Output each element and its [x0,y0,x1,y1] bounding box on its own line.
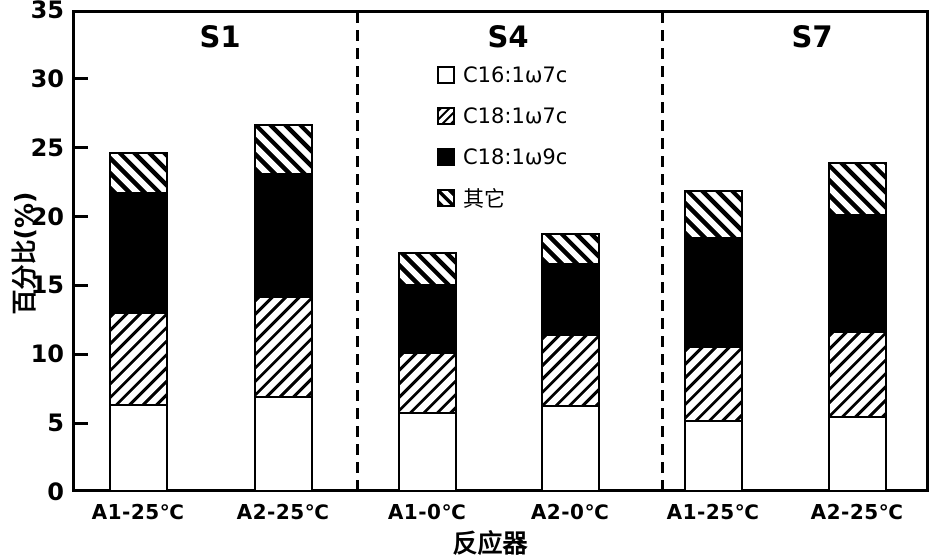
y-tick-label: 5 [47,409,64,438]
legend-swatch-solid-black-icon [437,148,455,166]
bar-segment-hatch-back [827,161,887,216]
bar-segment-hatch-fwd [253,296,313,398]
legend: C16:1ω7c C18:1ω7c C18:1ω9c 其它 [437,63,568,228]
legend-item-c18-1w9c: C18:1ω9c [437,145,568,169]
legend-label: C18:1ω9c [463,145,568,169]
bar-segment-hatch-back [108,151,168,194]
y-axis-tick [75,352,88,356]
bar-segment-hatch-fwd [540,333,600,408]
legend-swatch-backward-hatch-icon [437,189,455,207]
y-axis-tick [75,77,88,81]
x-category-label: A2-0℃ [530,500,610,524]
bar-segment-solid [827,213,887,333]
x-category-label: A2-25℃ [810,500,904,524]
bar-segment-hatch-fwd [827,330,887,419]
bar-segment-hatch-fwd [108,311,168,406]
y-axis-tick [75,283,88,287]
bar-segment-solid [397,284,457,354]
y-axis-tick [75,421,88,425]
y-tick-label: 30 [30,64,64,93]
bar-segment-hatch-back [397,252,457,287]
bar-segment-solid [253,172,313,299]
section-label-s4: S4 [487,20,529,54]
bar-segment-hatch-back [253,124,313,175]
legend-swatch-forward-hatch-icon [437,107,455,125]
y-tick-label: 15 [30,271,64,300]
y-axis-tick [75,215,88,219]
plot-area [72,10,929,492]
legend-label: C18:1ω7c [463,104,568,128]
legend-item-c18-1w7c: C18:1ω7c [437,104,568,128]
bar-segment-white [253,395,313,492]
bar-segment-white [108,403,168,492]
bar-segment-hatch-fwd [397,351,457,415]
bar-segment-solid [683,237,743,349]
y-tick-label: 35 [30,0,64,24]
y-tick-label: 0 [47,478,64,506]
bar-segment-hatch-back [683,190,743,240]
bar-segment-white [540,405,600,492]
x-category-label: A1-25℃ [666,500,760,524]
x-axis-title: 反应器 [452,529,528,556]
bar-segment-white [827,416,887,492]
bar-segment-solid [540,263,600,336]
x-category-label: A1-25℃ [91,500,185,524]
legend-item-other: 其它 [437,187,567,211]
y-axis-title: 百分比(%) [10,191,39,315]
x-category-label: A2-25℃ [236,500,330,524]
bar-segment-hatch-fwd [683,346,743,423]
y-axis-tick [75,146,88,150]
bar-segment-hatch-back [540,233,600,266]
y-tick-label: 25 [30,133,64,162]
bar-segment-solid [108,191,168,314]
panel-divider-s4-s7 [661,12,664,490]
legend-swatch-white-icon [437,66,455,84]
bar-segment-white [683,420,743,492]
legend-label: 其它 [463,187,505,211]
x-category-label: A1-0℃ [387,500,467,524]
y-tick-label: 10 [30,340,64,369]
legend-label: C16:1ω7c [463,63,568,87]
bar-segment-white [397,412,457,492]
section-label-s7: S7 [791,20,833,54]
panel-divider-s1-s4 [356,12,359,490]
section-label-s1: S1 [199,20,241,54]
legend-item-c16-1w7c: C16:1ω7c [437,63,568,87]
y-tick-label: 20 [30,202,64,231]
